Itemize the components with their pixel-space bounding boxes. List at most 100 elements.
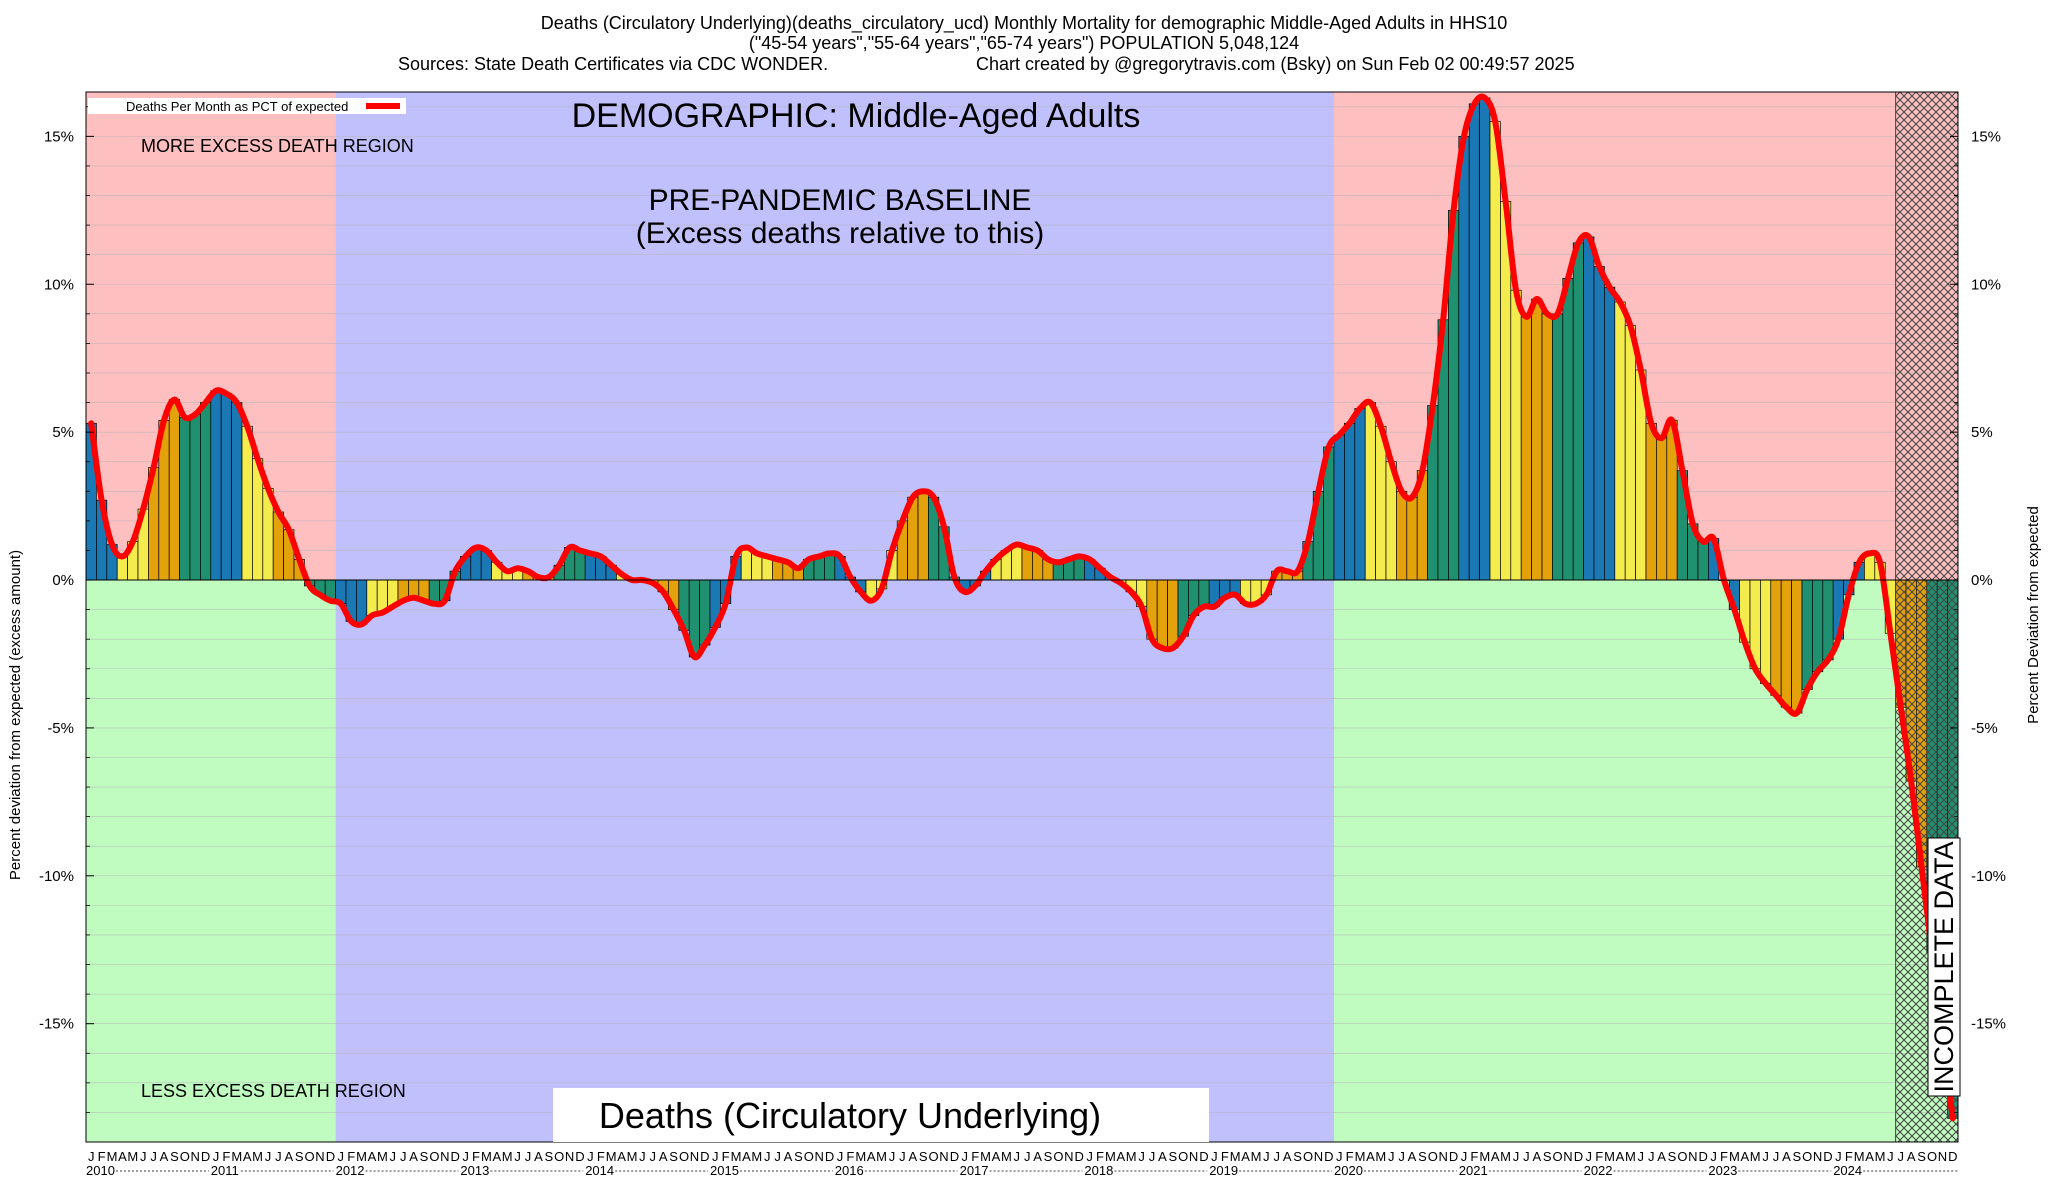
month-label: O (1428, 1149, 1438, 1164)
y-tick-label-left: 15% (44, 128, 74, 145)
bar (220, 393, 232, 581)
month-label: M (980, 1149, 991, 1164)
y-axis-left-ticks: 15% 10% 5% 0% -5% -10% -15% (39, 106, 94, 1143)
year-label: 2011 (211, 1163, 239, 1178)
excess-deaths-curve (88, 93, 1956, 1122)
bar (1562, 277, 1574, 581)
header-line-1: Deaths (Circulatory Underlying)(deaths_c… (541, 13, 1507, 34)
month-label: N (565, 1149, 574, 1164)
month-label: O (1053, 1149, 1063, 1164)
month-label: O (1553, 1149, 1563, 1164)
month-label: S (1668, 1149, 1677, 1164)
month-label: N (815, 1149, 824, 1164)
month-label: M (481, 1149, 492, 1164)
month-label: D (1948, 1149, 1957, 1164)
bar (1697, 541, 1709, 581)
month-label: M (1479, 1149, 1490, 1164)
month-label: M (252, 1149, 263, 1164)
y-tick-label-right: 10% (1971, 276, 2001, 293)
year-label: 2017 (960, 1163, 989, 1178)
month-label: J (1263, 1149, 1270, 1164)
month-label: A (742, 1149, 751, 1164)
month-label: A (534, 1149, 543, 1164)
month-label: A (1657, 1149, 1666, 1164)
month-label: M (1729, 1149, 1740, 1164)
month-label: J (587, 1149, 594, 1164)
bar (1011, 544, 1023, 581)
month-label: S (1044, 1149, 1053, 1164)
more-excess-region-label: MORE EXCESS DEATH REGION (141, 136, 414, 156)
bar (584, 553, 596, 581)
month-label: S (1792, 1149, 1801, 1164)
month-label: S (1543, 1149, 1552, 1164)
month-label: J (639, 1149, 646, 1164)
month-label: A (867, 1149, 876, 1164)
month-label: N (690, 1149, 699, 1164)
year-label: 2014 (585, 1163, 614, 1178)
month-label: A (1907, 1149, 1916, 1164)
month-label: O (554, 1149, 564, 1164)
bar (1520, 316, 1532, 581)
month-label: M (731, 1149, 742, 1164)
month-label: F (597, 1149, 605, 1164)
month-label: J (213, 1149, 220, 1164)
bar (824, 553, 836, 581)
month-label: A (908, 1149, 917, 1164)
year-label: 2010 (86, 1163, 115, 1178)
month-label: M (1355, 1149, 1366, 1164)
month-label: D (1324, 1149, 1333, 1164)
month-label: N (315, 1149, 324, 1164)
bar (1760, 579, 1772, 684)
month-label: N (1314, 1149, 1323, 1164)
month-label: J (390, 1149, 397, 1164)
month-label: S (669, 1149, 678, 1164)
baseline-label-line-1: PRE-PANDEMIC BASELINE (649, 184, 1032, 217)
month-label: J (265, 1149, 272, 1164)
bar (917, 490, 929, 581)
month-label: O (679, 1149, 689, 1164)
bar (1510, 289, 1522, 581)
month-label: D (1574, 1149, 1583, 1164)
month-label: F (1470, 1149, 1478, 1164)
bar (1354, 408, 1366, 581)
month-label: S (1917, 1149, 1926, 1164)
month-label: J (1461, 1149, 1468, 1164)
less-region-early (86, 580, 336, 1142)
month-label: S (295, 1149, 304, 1164)
month-label: A (1283, 1149, 1292, 1164)
month-label: N (1064, 1149, 1073, 1164)
month-label: F (1346, 1149, 1354, 1164)
month-label: F (1845, 1149, 1853, 1164)
month-label: J (525, 1149, 532, 1164)
y-tick-label-right: -10% (1971, 868, 2006, 885)
month-label: A (1532, 1149, 1541, 1164)
month-label: M (855, 1149, 866, 1164)
month-label: M (127, 1149, 138, 1164)
month-label: D (1199, 1149, 1208, 1164)
y-tick-label-left: -15% (39, 1016, 74, 1033)
month-label: J (1523, 1149, 1530, 1164)
month-label: O (180, 1149, 190, 1164)
month-label: A (492, 1149, 501, 1164)
header-line-2: ("45-54 years","55-64 years","65-74 year… (749, 33, 1299, 53)
month-label: D (700, 1149, 709, 1164)
year-label: 2013 (460, 1163, 489, 1178)
month-label: A (1158, 1149, 1167, 1164)
month-label: D (950, 1149, 959, 1164)
month-label: F (1221, 1149, 1229, 1164)
bar (200, 402, 212, 581)
month-label: A (1865, 1149, 1874, 1164)
month-label: M (627, 1149, 638, 1164)
month-label: M (1854, 1149, 1865, 1164)
year-label: 2012 (336, 1163, 365, 1178)
chart-title: Deaths (Circulatory Underlying) (599, 1095, 1101, 1136)
month-label: N (1938, 1149, 1947, 1164)
bar (168, 399, 180, 581)
bar (1656, 437, 1668, 581)
month-label: J (764, 1149, 771, 1164)
month-label: M (231, 1149, 242, 1164)
month-label: J (1086, 1149, 1093, 1164)
bar (574, 550, 586, 581)
bar (1406, 496, 1418, 581)
